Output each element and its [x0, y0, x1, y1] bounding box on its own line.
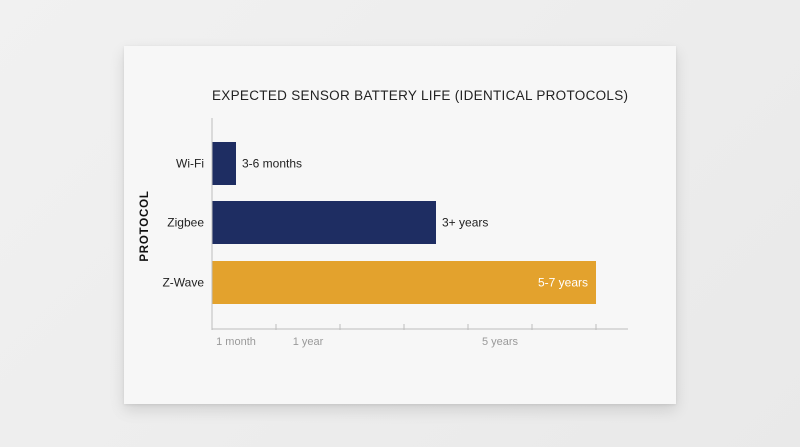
- bar: [212, 142, 236, 185]
- chart-title: EXPECTED SENSOR BATTERY LIFE (IDENTICAL …: [212, 88, 628, 103]
- x-tick-label: 1 month: [216, 336, 256, 348]
- y-axis-label: PROTOCOL: [139, 190, 151, 261]
- data-label: 5-7 years: [538, 276, 588, 290]
- category-label: Z-Wave: [162, 276, 204, 290]
- x-tick-label: 5 years: [482, 336, 519, 348]
- bar: [212, 201, 436, 244]
- data-label: 3+ years: [442, 216, 488, 230]
- category-label: Zigbee: [167, 216, 204, 230]
- bar-chart: EXPECTED SENSOR BATTERY LIFE (IDENTICAL …: [139, 88, 628, 348]
- data-label: 3-6 months: [242, 157, 302, 171]
- bar: [212, 261, 596, 304]
- category-label: Wi-Fi: [176, 157, 204, 171]
- x-tick-label: 1 year: [293, 336, 324, 348]
- chart-card: EXPECTED SENSOR BATTERY LIFE (IDENTICAL …: [124, 46, 676, 404]
